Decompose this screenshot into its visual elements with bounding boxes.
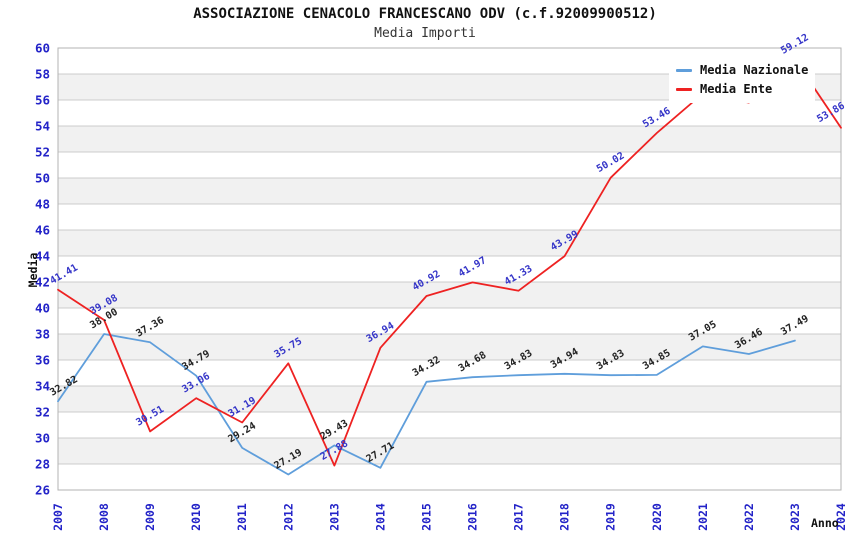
band	[58, 438, 841, 464]
x-tick-label: 2016	[466, 503, 480, 531]
y-tick-label: 44	[35, 249, 50, 264]
series-line-media-nazionale	[57, 333, 796, 476]
band	[58, 256, 841, 282]
y-tick-label: 40	[35, 301, 50, 316]
x-tick-label: 2017	[512, 503, 526, 531]
y-tick-label: 30	[35, 431, 50, 446]
y-axis-title: Media	[26, 252, 40, 288]
y-tick-label: 46	[35, 223, 50, 238]
band	[58, 308, 841, 334]
y-tick-label: 36	[35, 353, 50, 368]
x-tick-label: 2020	[650, 503, 664, 531]
x-tick-label: 2021	[696, 503, 710, 531]
x-tick-label: 2019	[604, 503, 618, 531]
band	[58, 204, 841, 230]
media-ente-line-swatch	[676, 87, 692, 91]
y-tick-labels: 26 28 30 32 34 36 38 40 42 44 46 48 50 52 54 56 58 60	[35, 41, 50, 498]
y-tick-label: 28	[35, 457, 50, 472]
x-tick-label: 2024	[834, 503, 848, 531]
x-tick-label: 2008	[97, 503, 111, 531]
y-tick-label: 34	[35, 379, 50, 394]
y-tick-label: 56	[35, 93, 50, 108]
band	[58, 412, 841, 438]
band	[58, 100, 841, 126]
legend-label-media-ente: Media Ente	[700, 82, 773, 96]
band	[58, 464, 841, 490]
x-tick-label: 2013	[327, 503, 341, 531]
y-tick-label: 32	[35, 405, 50, 420]
x-tick-label: 2022	[742, 503, 756, 531]
x-tick-labels: 2007 2008 2009 2010 2011 2012 2013 2014 2015 2016…	[51, 503, 848, 531]
y-tick-label: 54	[35, 119, 50, 134]
x-tick-label: 2007	[51, 503, 65, 531]
chart-title: ASSOCIAZIONE CENACOLO FRANCESCANO ODV (c…	[193, 6, 657, 22]
x-tick-label: 2023	[788, 503, 802, 531]
x-tick-label: 2015	[419, 503, 433, 531]
y-tick-label: 60	[35, 41, 50, 56]
x-tick-label: 2009	[143, 503, 157, 531]
x-tick-label: 2014	[373, 503, 387, 531]
band	[58, 152, 841, 178]
band	[58, 230, 841, 256]
x-tick-label: 2018	[558, 503, 572, 531]
y-tick-label: 58	[35, 67, 50, 82]
x-tick-label: 2011	[235, 503, 249, 531]
band	[58, 334, 841, 360]
media-nazionale-line-swatch	[676, 68, 692, 72]
legend-item-media-nazionale: Media Nazionale	[676, 64, 815, 76]
legend: Media Nazionale Media Ente	[669, 56, 815, 103]
chart-subtitle: Media Importi	[374, 26, 476, 41]
plot-bands	[58, 48, 841, 490]
y-tick-label: 26	[35, 483, 50, 498]
y-tick-label: 50	[35, 171, 50, 186]
band	[58, 386, 841, 412]
y-tick-label: 52	[35, 145, 50, 160]
band	[58, 126, 841, 152]
band	[58, 178, 841, 204]
y-tick-label: 48	[35, 197, 50, 212]
x-axis-title: Anno	[811, 516, 839, 530]
band	[58, 282, 841, 308]
legend-item-media-ente: Media Ente	[676, 83, 815, 95]
y-tick-label: 42	[35, 275, 50, 290]
legend-label-media-nazionale: Media Nazionale	[700, 63, 809, 77]
plot-border	[57, 47, 842, 491]
band	[58, 360, 841, 386]
x-tick-label: 2012	[281, 503, 295, 531]
x-tick-label: 2010	[189, 503, 203, 531]
y-tick-label: 38	[35, 327, 50, 342]
